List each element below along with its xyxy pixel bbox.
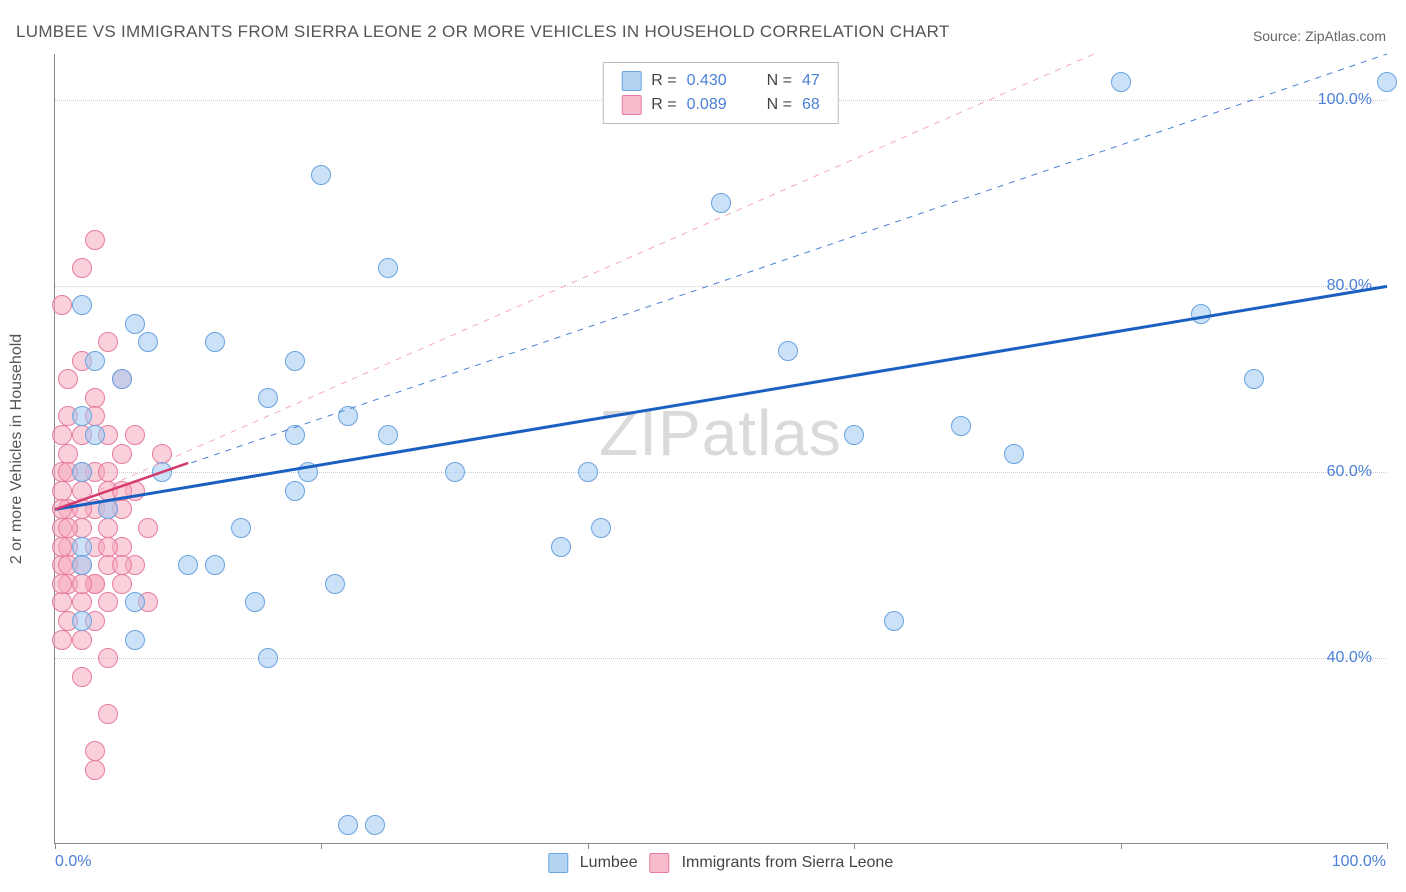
swatch-blue-icon	[548, 853, 568, 873]
r-label: R =	[651, 96, 676, 114]
x-tick-mark	[588, 843, 589, 849]
n-label: N =	[767, 96, 792, 114]
n-value: 68	[802, 96, 820, 114]
r-value: 0.089	[687, 96, 727, 114]
x-tick-label: 0.0%	[55, 853, 91, 871]
swatch-pink-icon	[621, 95, 641, 115]
source-label: Source: ZipAtlas.com	[1253, 28, 1386, 44]
r-label: R =	[651, 72, 676, 90]
x-tick-mark	[1387, 843, 1388, 849]
series-legend: Lumbee Immigrants from Sierra Leone	[548, 853, 893, 873]
correlation-legend: R = 0.430 N = 47 R = 0.089 N = 68	[602, 62, 839, 124]
x-tick-label: 100.0%	[1332, 853, 1386, 871]
swatch-blue-icon	[621, 71, 641, 91]
legend-label-sierra-leone: Immigrants from Sierra Leone	[682, 854, 894, 872]
legend-label-lumbee: Lumbee	[580, 854, 638, 872]
chart-plot-area: 2 or more Vehicles in Household ZIPatlas…	[54, 54, 1386, 844]
legend-row-lumbee: R = 0.430 N = 47	[621, 69, 820, 93]
legend-row-sierra-leone: R = 0.089 N = 68	[621, 93, 820, 117]
x-tick-mark	[321, 843, 322, 849]
trend-line	[55, 54, 1094, 509]
n-label: N =	[767, 72, 792, 90]
chart-title: LUMBEE VS IMMIGRANTS FROM SIERRA LEONE 2…	[16, 22, 950, 42]
n-value: 47	[802, 72, 820, 90]
y-axis-label: 2 or more Vehicles in Household	[8, 333, 26, 563]
x-tick-mark	[55, 843, 56, 849]
x-tick-mark	[1121, 843, 1122, 849]
trend-lines-layer	[55, 54, 1386, 843]
x-tick-mark	[854, 843, 855, 849]
trend-line	[55, 463, 188, 509]
trend-line	[55, 286, 1387, 509]
swatch-pink-icon	[650, 853, 670, 873]
r-value: 0.430	[687, 72, 727, 90]
